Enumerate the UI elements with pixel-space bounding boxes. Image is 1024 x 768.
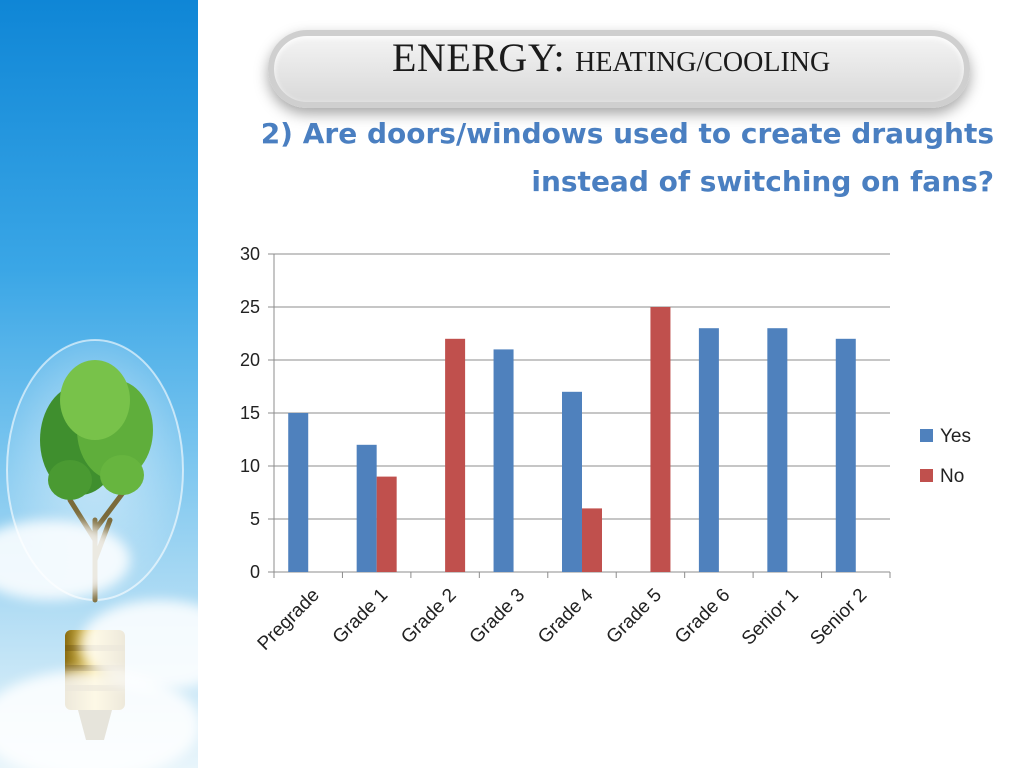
bar-yes-pregrade [288, 413, 309, 572]
legend-label-no: No [940, 466, 964, 487]
question-text: 2) Are doors/windows used to create drau… [214, 110, 994, 206]
x-tick-label: Grade 4 [534, 584, 598, 648]
question-line-1: 2) Are doors/windows used to create drau… [260, 117, 994, 150]
bar-no-grade-2 [445, 338, 466, 572]
bar-yes-grade-6 [698, 328, 719, 572]
question-line-2: instead of switching on fans? [531, 165, 994, 198]
bar-yes-senior-1 [767, 328, 788, 572]
legend-swatch-yes [920, 429, 933, 442]
x-tick-label: Grade 3 [466, 585, 529, 648]
x-tick-label: Grade 1 [329, 585, 392, 648]
y-tick-label: 0 [250, 562, 260, 582]
side-decor-panel [0, 0, 198, 768]
x-tick-label: Senior 1 [738, 585, 803, 650]
y-tick-label: 10 [240, 456, 260, 476]
bar-no-grade-4 [582, 508, 602, 572]
slide-title: ENERGY: HEATING/COOLING [392, 34, 830, 81]
x-tick-label: Senior 2 [806, 585, 871, 650]
bar-yes-grade-3 [493, 349, 514, 572]
y-tick-label: 15 [240, 403, 260, 423]
y-tick-label: 5 [250, 509, 260, 529]
x-tick-label: Grade 6 [671, 585, 734, 648]
legend-label-yes: Yes [940, 426, 971, 447]
title-main: ENERGY: [392, 35, 566, 80]
x-tick-label: Grade 2 [397, 585, 460, 648]
y-tick-label: 25 [240, 297, 260, 317]
bar-no-grade-5 [650, 307, 671, 572]
title-banner [268, 30, 970, 108]
bar-yes-grade-1 [356, 444, 377, 572]
bar-no-grade-1 [376, 476, 397, 572]
y-tick-label: 30 [240, 244, 260, 264]
title-sub: HEATING/COOLING [575, 47, 831, 78]
bar-yes-grade-4 [562, 391, 582, 572]
x-tick-label: Grade 5 [603, 585, 666, 648]
y-tick-label: 20 [240, 350, 260, 370]
x-tick-label: Pregrade [254, 585, 324, 655]
bar-yes-senior-2 [835, 338, 856, 572]
legend-swatch-no [920, 469, 933, 482]
